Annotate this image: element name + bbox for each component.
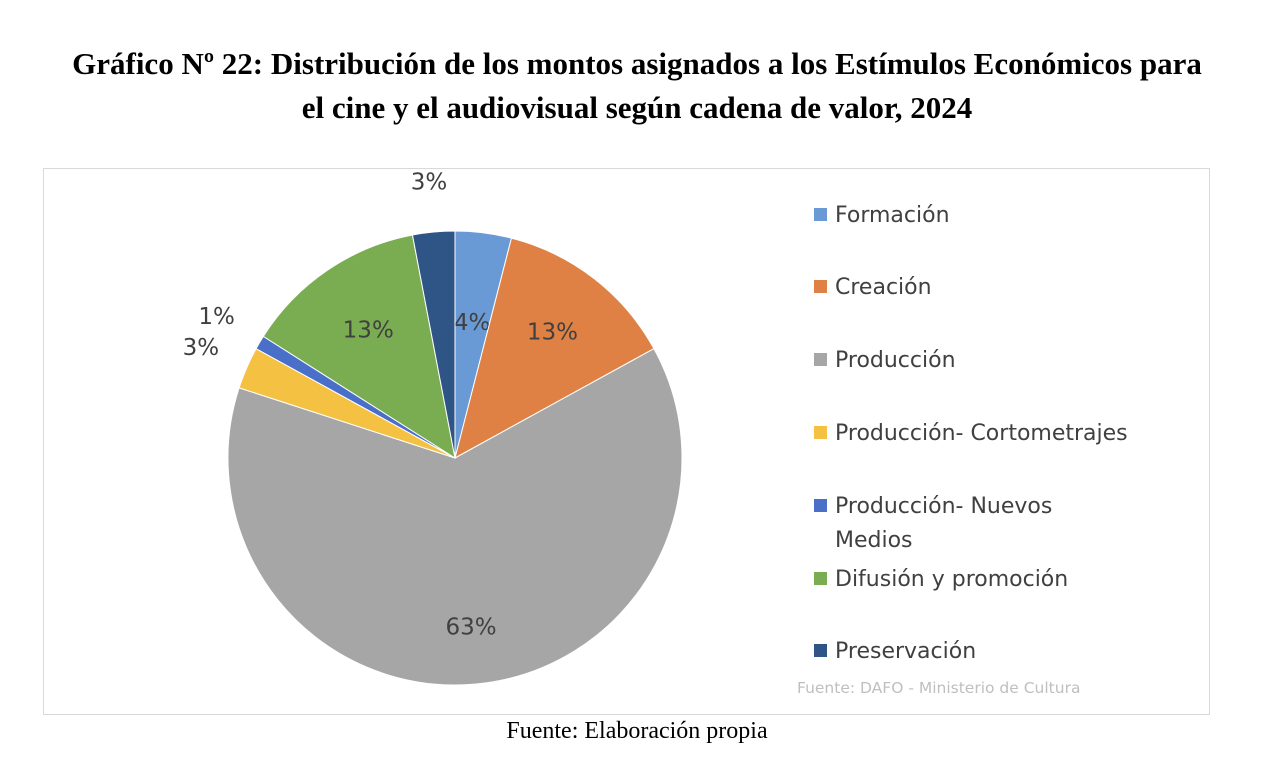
data-label-1: 4% <box>454 310 491 336</box>
legend-label: Producción <box>835 348 956 373</box>
legend-label: Producción- Cortometrajes <box>835 421 1128 446</box>
legend-label: Creación <box>835 275 932 300</box>
legend-label: Formación <box>835 203 950 228</box>
data-label-4: 3% <box>183 335 220 361</box>
pie-slice-2 <box>454 237 655 459</box>
data-label-5: 1% <box>198 304 235 330</box>
chart-title: Gráfico Nº 22: Distribución de los monto… <box>0 42 1274 130</box>
legend-swatch <box>814 499 827 512</box>
data-label-3: 63% <box>445 614 496 640</box>
pie-slice-3 <box>227 347 683 686</box>
pie-slice-6 <box>262 234 456 460</box>
title-line-1: Gráfico Nº 22: Distribución de los monto… <box>72 46 1202 81</box>
pie-slice-7 <box>411 230 456 459</box>
legend-swatch <box>814 644 827 657</box>
legend-label: Producción- Nuevos Medios <box>835 494 1053 553</box>
chart-source-note: Fuente: DAFO - Ministerio de Cultura <box>797 679 1081 697</box>
data-label-2: 13% <box>527 319 578 345</box>
legend-swatch <box>814 353 827 366</box>
chart-area: 4% 13% 63% 3% 1% 13% 3% Formación Creación Produ… <box>43 168 1210 715</box>
legend-swatch <box>814 280 827 293</box>
figure-caption: Fuente: Elaboración propia <box>506 718 768 744</box>
legend-label: Difusión y promoción <box>835 567 1069 592</box>
pie-chart: 4% 13% 63% 3% 1% 13% 3% <box>183 169 683 686</box>
data-label-7: 3% <box>411 169 448 195</box>
title-line-2: el cine y el audiovisual según cadena de… <box>301 90 973 125</box>
legend-label: Preservación <box>835 639 977 664</box>
data-label-6: 13% <box>343 317 394 343</box>
legend-swatch <box>814 426 827 439</box>
legend-swatch <box>814 208 827 221</box>
legend-swatch <box>814 572 827 585</box>
